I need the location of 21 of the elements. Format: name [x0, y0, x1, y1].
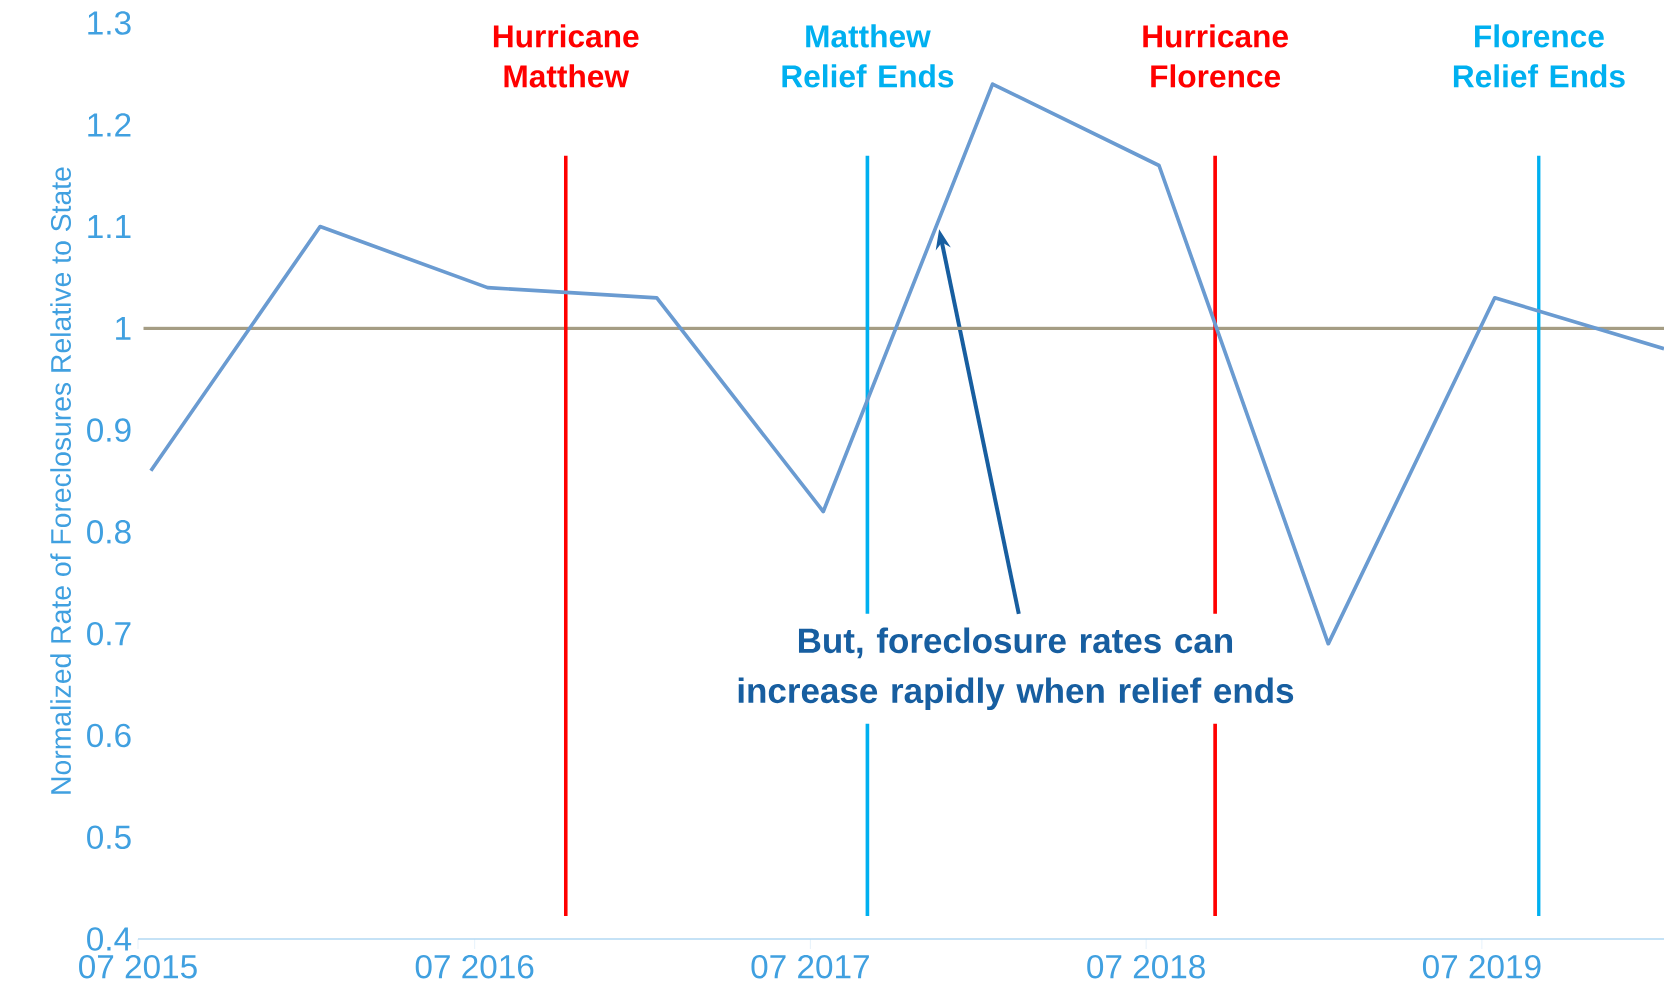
x-tick-label: 07 2018	[1087, 954, 1205, 979]
y-tick-label: 1.3	[88, 11, 131, 35]
y-tick-label: 0.5	[87, 825, 131, 850]
x-tick-label: 07 2015	[79, 954, 197, 979]
annotation: But, foreclosure rates can increase rapidly when relief ends	[738, 627, 1294, 711]
ref-line-label: Florence Relief Ends	[1453, 24, 1625, 88]
ref-line-label: Hurricane Florence	[1143, 24, 1288, 88]
ref-line-label: Hurricane Matthew	[493, 24, 639, 88]
y-tick-label: 0.8	[87, 520, 131, 544]
x-tick-label: 07 2017	[751, 954, 869, 979]
y-tick-label: 0.6	[87, 723, 131, 748]
y-tick-label: 1.1	[88, 215, 131, 239]
y-tick-label: 0.7	[87, 621, 131, 646]
y-tick-label: 1.2	[88, 113, 131, 137]
y-tick-label: 0.9	[87, 418, 131, 442]
ref-line-label: Matthew Relief Ends	[782, 24, 954, 88]
y-axis-title: Normalized Rate of Foreclosures Relative to State	[50, 167, 72, 794]
y-tick-label: 1	[116, 316, 131, 340]
x-tick-label: 07 2016	[415, 954, 534, 979]
y-tick-label: 0.4	[87, 927, 132, 951]
x-tick-label: 07 2019	[1422, 954, 1541, 979]
